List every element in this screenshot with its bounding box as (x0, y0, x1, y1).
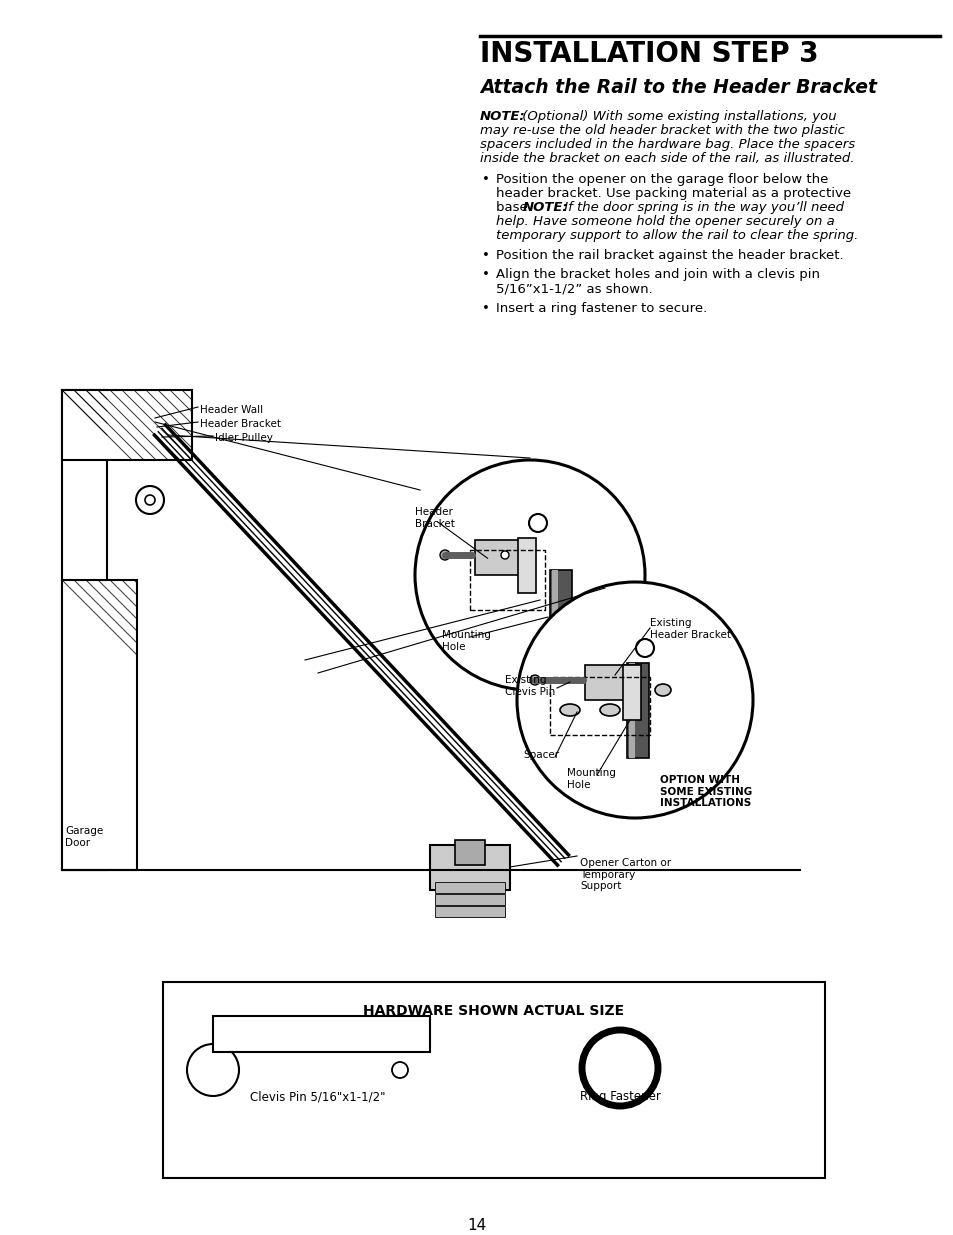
Text: INSTALLATION STEP 3: INSTALLATION STEP 3 (479, 40, 818, 68)
Text: 5/16”x1-1/2” as shown.: 5/16”x1-1/2” as shown. (496, 282, 652, 295)
Ellipse shape (599, 704, 619, 716)
Circle shape (415, 459, 644, 690)
Bar (475, 540, 530, 576)
Bar (435, 894, 504, 905)
Text: Clevis Pin 5/16"x1-1/2": Clevis Pin 5/16"x1-1/2" (250, 1091, 385, 1103)
Text: Existing
Header Bracket: Existing Header Bracket (649, 618, 730, 640)
Text: OPTION WITH
SOME EXISTING
INSTALLATIONS: OPTION WITH SOME EXISTING INSTALLATIONS (659, 776, 752, 808)
Bar (550, 571, 572, 659)
Bar (584, 664, 635, 700)
Text: Position the opener on the garage floor below the: Position the opener on the garage floor … (496, 173, 827, 186)
Text: Attach the Rail to the Header Bracket: Attach the Rail to the Header Bracket (479, 78, 876, 98)
Circle shape (136, 487, 164, 514)
Text: Opener Carton or
Temporary
Support: Opener Carton or Temporary Support (579, 858, 670, 892)
Text: If the door spring is in the way you’ll need: If the door spring is in the way you’ll … (559, 201, 843, 214)
Text: •: • (481, 303, 489, 315)
Bar (62, 390, 107, 869)
Text: HARDWARE SHOWN ACTUAL SIZE: HARDWARE SHOWN ACTUAL SIZE (363, 1004, 624, 1018)
Text: help. Have someone hold the opener securely on a: help. Have someone hold the opener secur… (496, 215, 834, 228)
Text: NOTE:: NOTE: (479, 110, 525, 124)
Text: Ring Fastener: Ring Fastener (579, 1091, 659, 1103)
Ellipse shape (655, 684, 670, 697)
Text: 14: 14 (467, 1218, 486, 1233)
Text: may re-use the old header bracket with the two plastic: may re-use the old header bracket with t… (479, 124, 844, 137)
Text: Spacer: Spacer (522, 750, 558, 760)
Bar (430, 845, 510, 890)
Circle shape (392, 1062, 408, 1078)
Text: Header Bracket: Header Bracket (200, 419, 281, 429)
Text: Garage
Door: Garage Door (65, 826, 103, 847)
Text: Header
Bracket: Header Bracket (415, 508, 455, 529)
Bar (517, 538, 536, 593)
Circle shape (517, 582, 752, 818)
Bar (213, 1016, 430, 1052)
Bar (628, 663, 635, 758)
Text: base.: base. (496, 201, 536, 214)
Circle shape (145, 495, 154, 505)
Text: inside the bracket on each side of the rail, as illustrated.: inside the bracket on each side of the r… (479, 152, 854, 165)
Text: Idler Pulley: Idler Pulley (214, 433, 273, 443)
Text: •: • (481, 268, 489, 282)
Bar (626, 663, 648, 758)
Ellipse shape (559, 704, 579, 716)
Text: Position the rail bracket against the header bracket.: Position the rail bracket against the he… (496, 249, 842, 262)
Text: •: • (481, 249, 489, 262)
Text: NOTE:: NOTE: (522, 201, 568, 214)
Bar (622, 664, 640, 720)
Bar (62, 390, 192, 459)
Bar (163, 982, 824, 1178)
Text: Mounting
Hole: Mounting Hole (441, 630, 491, 652)
Text: spacers included in the hardware bag. Place the spacers: spacers included in the hardware bag. Pl… (479, 138, 854, 151)
Text: Header Wall: Header Wall (200, 405, 263, 415)
Circle shape (500, 551, 509, 559)
Text: Insert a ring fastener to secure.: Insert a ring fastener to secure. (496, 303, 706, 315)
Bar (552, 571, 558, 659)
Bar (455, 840, 484, 864)
Text: •: • (481, 173, 489, 186)
Text: header bracket. Use packing material as a protective: header bracket. Use packing material as … (496, 186, 850, 200)
Bar (550, 677, 649, 735)
Bar (435, 882, 504, 893)
Text: temporary support to allow the rail to clear the spring.: temporary support to allow the rail to c… (496, 228, 858, 242)
Circle shape (530, 676, 539, 685)
Bar (62, 580, 137, 869)
Text: Align the bracket holes and join with a clevis pin: Align the bracket holes and join with a … (496, 268, 820, 282)
Circle shape (187, 1044, 239, 1095)
Bar (470, 550, 544, 610)
Circle shape (439, 550, 450, 559)
Bar (435, 906, 504, 918)
Text: Mounting
Hole: Mounting Hole (566, 768, 616, 789)
Circle shape (581, 1030, 658, 1107)
Text: (Optional) With some existing installations, you: (Optional) With some existing installati… (517, 110, 836, 124)
Text: Existing
Clevis Pin: Existing Clevis Pin (504, 676, 555, 697)
